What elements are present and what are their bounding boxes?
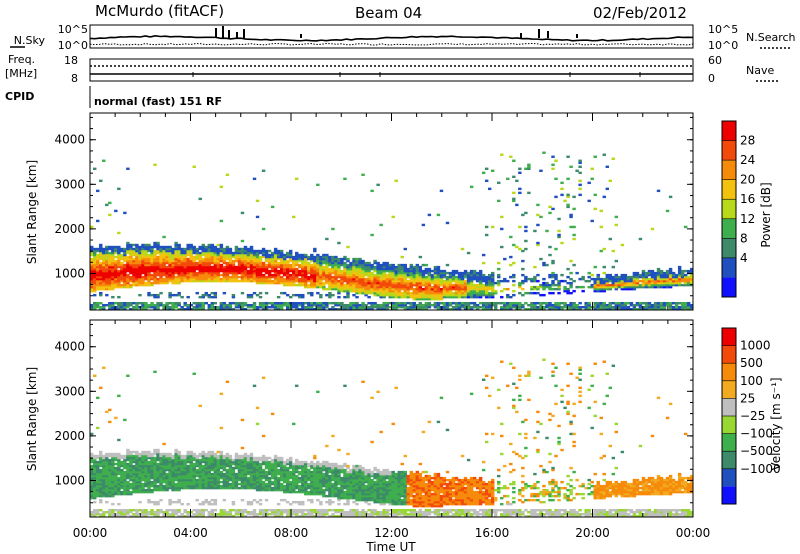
beam-label: Beam 04 <box>355 4 422 22</box>
nave-tick-bottom: 0 <box>708 72 715 85</box>
velocity-ytick-3: 1000 <box>54 473 85 487</box>
velocity-panel: 4000 3000 2000 1000 Slant Range [km] 1000 50… <box>25 319 783 518</box>
power-ytick-1: 3000 <box>54 177 85 191</box>
freq-tick-bottom: 8 <box>71 72 78 85</box>
velocity-ytick-0: 4000 <box>54 340 85 354</box>
nsky-tick-top: 10^5 <box>58 23 88 36</box>
nsearch-label: N.Search <box>746 31 796 44</box>
power-cbar-tick-5: 8 <box>740 231 748 245</box>
velocity-cbar-tick-0: 1000 <box>740 339 771 353</box>
power-ytick-3: 1000 <box>54 266 85 280</box>
nsky-panel: N.Sky 10^5 10^0 10^5 10^0 N.Search <box>10 23 796 52</box>
velocity-heatmap <box>90 358 694 518</box>
power-cbar-tick-0: 28 <box>740 134 755 148</box>
station-title: McMurdo (fitACF) <box>95 2 224 20</box>
power-ytick-0: 4000 <box>54 133 85 147</box>
velocity-cbar-tick-7: −1000 <box>740 462 781 476</box>
freq-panel: Freq. [MHz] 18 8 60 0 Nave <box>5 53 780 85</box>
velocity-ytick-2: 2000 <box>54 429 85 443</box>
power-heatmap <box>90 151 694 311</box>
cpid-value: normal (fast) 151 RF <box>94 95 222 108</box>
power-cbar-tick-3: 16 <box>740 192 755 206</box>
freq-unit: [MHz] <box>5 67 37 80</box>
velocity-ytick-1: 3000 <box>54 384 85 398</box>
x-tick-5: 20:00 <box>575 526 610 540</box>
velocity-cbar-tick-4: −25 <box>740 409 765 423</box>
velocity-cbar-tick-1: 500 <box>740 356 763 370</box>
velocity-cbar-tick-6: −500 <box>740 444 773 458</box>
velocity-ylabel: Slant Range [km] <box>25 367 39 471</box>
freq-tick-top: 18 <box>64 54 78 67</box>
nsky-tick-bottom: 10^0 <box>58 39 88 52</box>
x-tick-6: 00:00 <box>676 526 711 540</box>
nsearch-tick-top: 10^5 <box>708 23 738 36</box>
x-tick-2: 08:00 <box>274 526 309 540</box>
x-tick-labels: 00:00 04:00 08:00 12:00 16:00 20:00 00:00 <box>73 526 711 540</box>
x-tick-4: 16:00 <box>475 526 510 540</box>
velocity-colorbar: 1000 500 100 25 −25 −100 −500 −1000 <box>721 327 781 505</box>
power-ytick-2: 2000 <box>54 222 85 236</box>
power-ylabel: Slant Range [km] <box>25 160 39 264</box>
nsky-label: N.Sky <box>14 34 46 47</box>
velocity-colorbar-label: Velocity [m s⁻¹] <box>769 377 783 470</box>
power-panel: 4000 3000 2000 1000 Slant Range [km] 28 24 20… <box>25 112 773 311</box>
velocity-cbar-tick-5: −100 <box>740 427 773 441</box>
nsearch-tick-bottom: 10^0 <box>708 39 738 52</box>
freq-label: Freq. <box>8 53 35 66</box>
power-cbar-tick-6: 4 <box>740 251 748 265</box>
velocity-cbar-tick-3: 25 <box>740 391 755 405</box>
nsky-trace <box>89 26 694 46</box>
nave-tick-top: 60 <box>708 54 722 67</box>
power-cbar-tick-4: 12 <box>740 212 755 226</box>
cpid-label: CPID <box>5 90 34 103</box>
power-colorbar: 28 24 20 16 12 8 4 <box>721 120 755 298</box>
power-cbar-tick-1: 24 <box>740 153 755 167</box>
x-tick-0: 00:00 <box>73 526 108 540</box>
power-colorbar-label: Power [dB] <box>759 182 773 247</box>
x-tick-3: 12:00 <box>374 526 409 540</box>
power-cbar-tick-2: 20 <box>740 173 755 187</box>
x-axis-label: Time UT <box>365 540 416 554</box>
freq-trace <box>90 65 693 77</box>
nave-label: Nave <box>746 64 774 77</box>
velocity-cbar-tick-2: 100 <box>740 374 763 388</box>
date-label: 02/Feb/2012 <box>593 4 687 22</box>
x-tick-1: 04:00 <box>173 526 208 540</box>
